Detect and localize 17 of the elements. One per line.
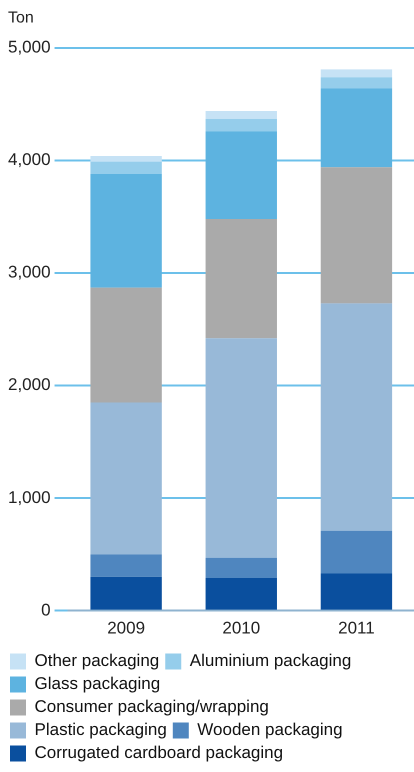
legend-label: Plastic packaging	[34, 720, 167, 740]
legend-label: Wooden packaging	[197, 720, 343, 740]
legend-label: Consumer packaging/wrapping	[34, 697, 269, 716]
x-tick-label: 2011	[338, 618, 375, 638]
x-tick-label: 2009	[107, 618, 146, 638]
y-tick-label: 5,000	[8, 38, 51, 57]
legend-label: Aluminium packaging	[190, 651, 352, 670]
y-axis-title: Ton	[8, 9, 34, 26]
y-tick-label: 2,000	[8, 375, 51, 394]
legend-label: Glass packaging	[34, 674, 160, 694]
y-tick-label: 3,000	[8, 262, 51, 282]
legend-label: Other packaging	[34, 651, 160, 670]
x-tick-label: 2010	[222, 618, 260, 638]
y-tick-label: 1,000	[8, 488, 51, 507]
y-tick-label: 0	[41, 600, 51, 620]
y-tick-label: 4,000	[8, 150, 51, 170]
legend-label: Corrugated cardboard packaging	[34, 743, 284, 762]
